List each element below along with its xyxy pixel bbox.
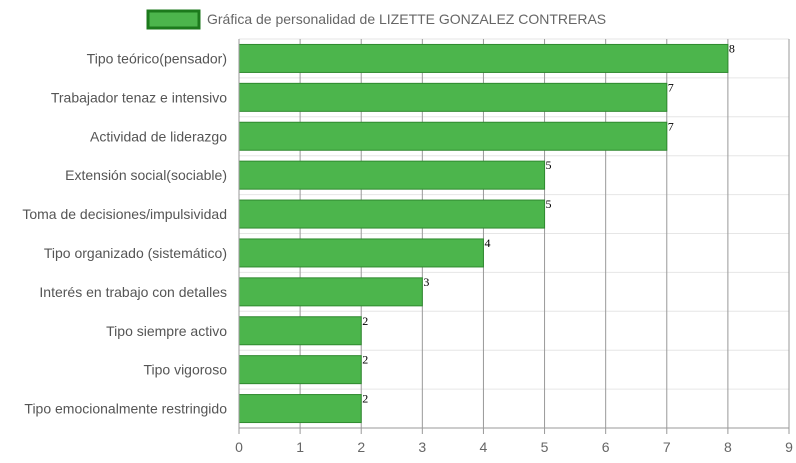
data-label: 2 — [362, 314, 368, 328]
x-tick-label: 0 — [235, 439, 243, 455]
bar[interactable] — [238, 394, 362, 424]
bar[interactable] — [238, 82, 668, 112]
x-tick-label: 2 — [357, 439, 365, 455]
data-label: 8 — [729, 41, 735, 55]
x-tick-label: 3 — [418, 439, 426, 455]
category-label: Extensión social(sociable) — [65, 167, 227, 183]
bar[interactable] — [238, 121, 668, 151]
chart-legend[interactable]: Gráfica de personalidad de LIZETTE GONZA… — [146, 9, 606, 30]
x-tick-label: 7 — [663, 439, 671, 455]
bar[interactable] — [238, 43, 729, 73]
category-label: Tipo teórico(pensador) — [87, 50, 227, 66]
category-label: Interés en trabajo con detalles — [39, 284, 227, 300]
data-label: 2 — [362, 353, 368, 367]
data-label: 5 — [546, 158, 552, 172]
category-labels: Tipo teórico(pensador) Trabajador tenaz e… — [22, 50, 227, 416]
x-tick-label: 4 — [480, 439, 488, 455]
x-tick-label: 9 — [785, 439, 793, 455]
category-label: Actividad de liderazgo — [90, 128, 227, 144]
data-label: 5 — [546, 197, 552, 211]
category-label: Tipo vigoroso — [143, 362, 227, 378]
data-label: 7 — [668, 119, 674, 133]
data-label: 4 — [484, 236, 490, 250]
x-tick-label: 6 — [602, 439, 610, 455]
bar[interactable] — [238, 316, 362, 346]
x-tick-label: 8 — [724, 439, 732, 455]
x-tick-label: 1 — [296, 439, 304, 455]
x-axis-tick-labels: 0 1 2 3 4 5 6 7 8 9 — [235, 439, 793, 455]
category-label: Trabajador tenaz e intensivo — [51, 89, 227, 105]
x-tick-label: 5 — [541, 439, 549, 455]
legend-label[interactable]: Gráfica de personalidad de LIZETTE GONZA… — [207, 11, 606, 27]
data-label: 2 — [362, 392, 368, 406]
category-label: Tipo emocionalmente restringido — [24, 401, 227, 417]
data-label: 3 — [423, 275, 429, 289]
bar[interactable] — [238, 199, 546, 229]
bar[interactable] — [238, 277, 423, 307]
data-labels: 8 7 7 5 5 4 3 2 2 2 — [362, 41, 735, 405]
chart-bars — [238, 43, 729, 424]
bar[interactable] — [238, 238, 484, 268]
category-label: Tipo organizado (sistemático) — [44, 245, 227, 261]
data-label: 7 — [668, 80, 674, 94]
legend-swatch[interactable] — [146, 9, 201, 30]
bar[interactable] — [238, 355, 362, 385]
bar[interactable] — [238, 160, 546, 190]
category-label: Tipo siempre activo — [106, 323, 227, 339]
category-label: Toma de decisiones/impulsividad — [22, 206, 227, 222]
